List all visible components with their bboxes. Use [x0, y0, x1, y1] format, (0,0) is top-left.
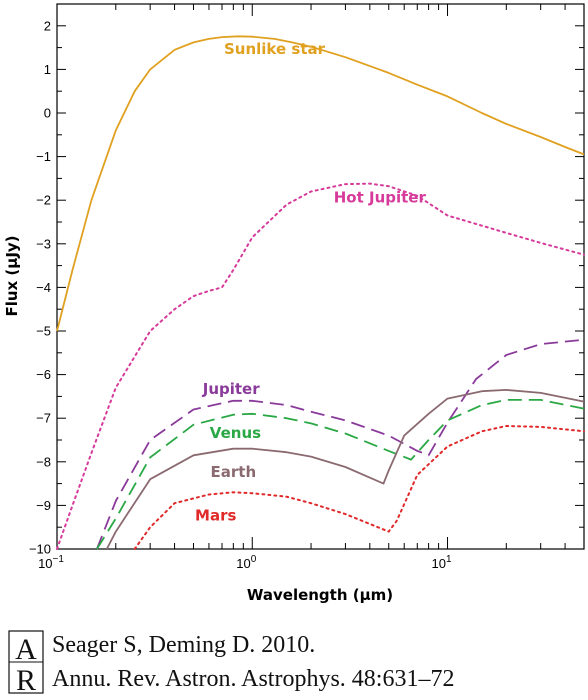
sunlike-star-line [56, 35, 585, 332]
svg-text:R: R [16, 664, 36, 694]
series-lines [56, 35, 585, 550]
jupiter-label: Jupiter [202, 380, 260, 398]
axis-ticks [56, 3, 585, 550]
plot-frame [56, 3, 585, 550]
x-tick-label: 10−1 [38, 554, 64, 571]
sunlike-star-label: Sunlike star [224, 40, 326, 58]
hot-jupiter-line [56, 182, 585, 550]
y-tick-label: −1 [36, 149, 51, 164]
venus-line [96, 399, 585, 550]
svg-text:A: A [15, 633, 37, 666]
y-tick-label: −7 [36, 411, 51, 426]
y-tick-label: 1 [44, 62, 51, 77]
y-tick-label: −2 [36, 193, 51, 208]
y-tick-label: −6 [36, 367, 51, 382]
jupiter-line [96, 338, 585, 550]
x-axis-title: Wavelength (μm) [247, 586, 393, 604]
y-tick-label: −4 [36, 280, 51, 295]
venus-label: Venus [210, 424, 261, 442]
mars-line [133, 425, 585, 550]
y-tick-label: −5 [36, 324, 51, 339]
x-tick-label: 101 [432, 554, 452, 571]
y-axis-title: Flux (μJy) [3, 235, 21, 316]
x-tick-label: 100 [236, 554, 256, 571]
annual-reviews-logo: A R [8, 630, 44, 694]
citation-block: A R Seager S, Deming D. 2010. Annu. Rev.… [8, 628, 578, 698]
hot-jupiter-label: Hot Jupiter [334, 188, 427, 206]
y-tick-label: 0 [44, 106, 51, 121]
y-tick-label: −9 [36, 498, 51, 513]
y-tick-label: 2 [44, 18, 51, 33]
series-labels: Sunlike star Hot Jupiter Jupiter Venus Earth… [195, 40, 426, 525]
y-tick-label: −3 [36, 236, 51, 251]
citation-authors: Seager S, Deming D. 2010. [52, 632, 316, 658]
y-tick-label: −10 [29, 542, 51, 557]
y-tick-label: −8 [36, 454, 51, 469]
earth-line [106, 389, 585, 550]
earth-label: Earth [211, 463, 257, 481]
citation-journal: Annu. Rev. Astron. Astrophys. 48:631–72 [52, 666, 455, 692]
mars-label: Mars [195, 507, 236, 525]
